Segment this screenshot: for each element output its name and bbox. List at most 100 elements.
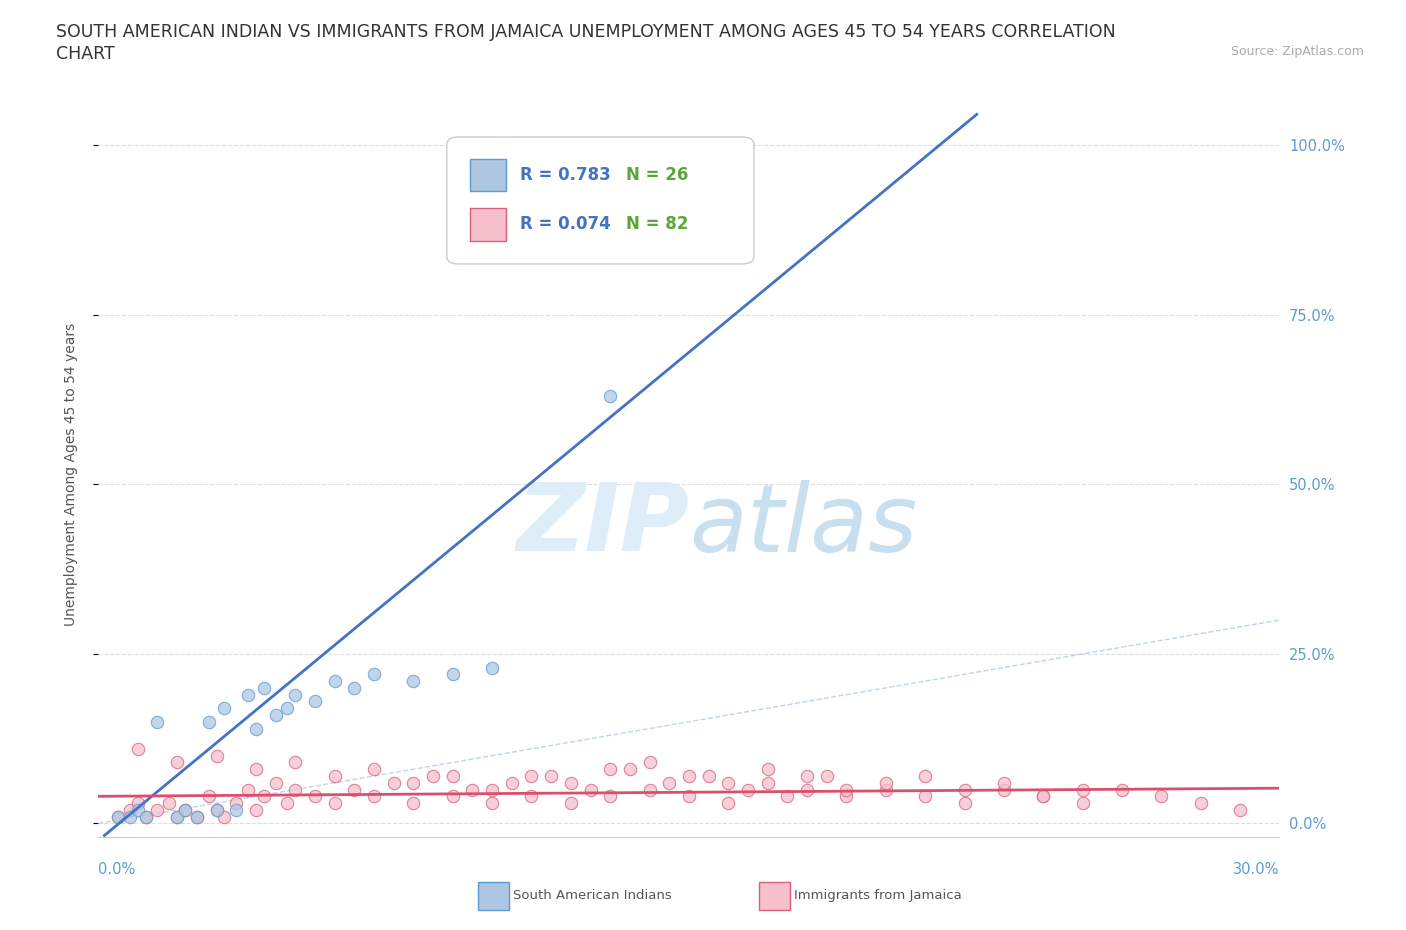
Point [323, 768, 346, 783]
Point [796, 782, 818, 797]
Point [264, 776, 287, 790]
Point [619, 762, 641, 777]
Point [520, 789, 543, 804]
Point [1071, 796, 1094, 811]
Point [776, 789, 799, 804]
Point [815, 768, 838, 783]
Point [953, 782, 976, 797]
Point [135, 809, 157, 824]
Point [107, 809, 129, 824]
Point [205, 803, 228, 817]
Point [422, 768, 444, 783]
Point [304, 789, 326, 804]
Point [599, 389, 621, 404]
Point [146, 803, 169, 817]
Point [1032, 789, 1054, 804]
Point [284, 782, 307, 797]
Point [127, 803, 149, 817]
Point [323, 673, 346, 688]
Point [166, 755, 188, 770]
Point [343, 782, 366, 797]
Text: CHART: CHART [56, 45, 115, 62]
Text: N = 26: N = 26 [626, 166, 689, 184]
Point [481, 796, 503, 811]
Y-axis label: Unemployment Among Ages 45 to 54 years: Unemployment Among Ages 45 to 54 years [63, 323, 77, 626]
Text: Immigrants from Jamaica: Immigrants from Jamaica [794, 889, 962, 902]
Point [638, 755, 661, 770]
Point [225, 796, 247, 811]
Point [197, 714, 219, 729]
Point [284, 755, 307, 770]
Point [157, 796, 180, 811]
Point [835, 782, 858, 797]
Point [599, 789, 621, 804]
Text: R = 0.074: R = 0.074 [520, 216, 610, 233]
Point [245, 803, 267, 817]
Point [363, 762, 385, 777]
Point [560, 796, 582, 811]
Point [186, 809, 208, 824]
Point [560, 776, 582, 790]
Point [236, 687, 259, 702]
Point [205, 803, 228, 817]
Point [1150, 789, 1173, 804]
Point [658, 776, 681, 790]
Point [875, 776, 897, 790]
Point [402, 796, 425, 811]
Point [481, 660, 503, 675]
Point [441, 667, 464, 682]
Point [276, 796, 298, 811]
Point [402, 776, 425, 790]
Point [245, 762, 267, 777]
Point [953, 796, 976, 811]
Point [441, 789, 464, 804]
FancyBboxPatch shape [471, 208, 506, 241]
Point [678, 768, 700, 783]
Point [276, 700, 298, 715]
Point [835, 789, 858, 804]
Point [323, 796, 346, 811]
Point [678, 789, 700, 804]
Text: R = 0.783: R = 0.783 [520, 166, 610, 184]
Point [107, 809, 129, 824]
Point [127, 741, 149, 756]
Point [264, 708, 287, 723]
Point [756, 762, 779, 777]
Point [253, 681, 276, 696]
Point [717, 776, 740, 790]
Point [875, 782, 897, 797]
Point [579, 782, 602, 797]
Point [197, 789, 219, 804]
Point [166, 809, 188, 824]
Text: ZIP: ZIP [516, 479, 689, 571]
Point [135, 809, 157, 824]
Point [1032, 789, 1054, 804]
Point [1229, 803, 1251, 817]
Point [914, 789, 936, 804]
Point [284, 687, 307, 702]
Point [520, 768, 543, 783]
Point [174, 803, 197, 817]
Text: atlas: atlas [689, 480, 917, 571]
Point [481, 782, 503, 797]
Point [118, 809, 141, 824]
Point [225, 803, 247, 817]
Point [127, 796, 149, 811]
Point [697, 768, 720, 783]
Point [993, 782, 1015, 797]
Point [540, 768, 562, 783]
Text: South American Indians: South American Indians [513, 889, 672, 902]
Point [245, 721, 267, 736]
Text: 0.0%: 0.0% [98, 862, 135, 877]
Point [363, 789, 385, 804]
Point [205, 749, 228, 764]
Point [363, 667, 385, 682]
Point [146, 714, 169, 729]
Point [914, 768, 936, 783]
Point [186, 809, 208, 824]
Point [166, 809, 188, 824]
Point [236, 782, 259, 797]
Text: SOUTH AMERICAN INDIAN VS IMMIGRANTS FROM JAMAICA UNEMPLOYMENT AMONG AGES 45 TO 5: SOUTH AMERICAN INDIAN VS IMMIGRANTS FROM… [56, 23, 1116, 41]
Point [402, 673, 425, 688]
Text: 30.0%: 30.0% [1233, 862, 1279, 877]
